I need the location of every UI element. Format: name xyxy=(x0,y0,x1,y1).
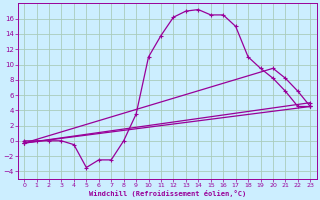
X-axis label: Windchill (Refroidissement éolien,°C): Windchill (Refroidissement éolien,°C) xyxy=(89,190,246,197)
